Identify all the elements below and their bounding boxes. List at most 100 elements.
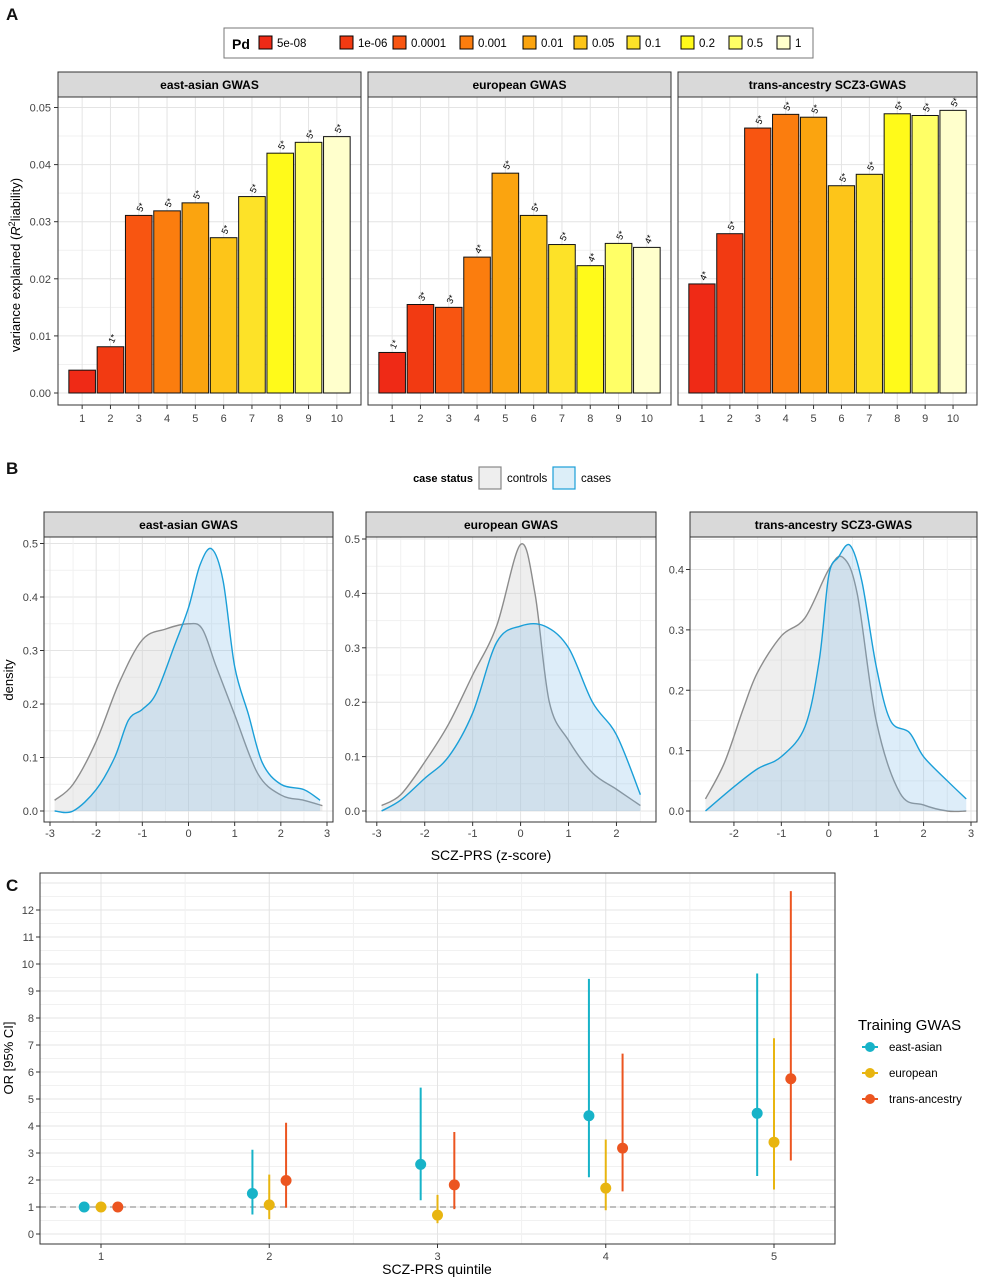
point-european xyxy=(600,1182,612,1194)
y-tick-label: 0.5 xyxy=(23,539,38,551)
ylabel-r: R xyxy=(8,226,23,235)
legend-pd: Pd 5e-08 1e-06 0.0001 0.001 0.01 0.05 0.1 0.2 0.5… xyxy=(223,27,814,59)
legend-key-point xyxy=(865,1068,875,1078)
y-tick-label: 9 xyxy=(28,986,34,998)
bar xyxy=(294,141,323,394)
ylabel-sup: 2 xyxy=(7,221,17,226)
point-european xyxy=(432,1209,443,1221)
ylabel-end: liability) xyxy=(8,178,23,221)
legend-swatch xyxy=(339,35,354,50)
x-tick-label: 4 xyxy=(783,413,789,425)
x-tick-label: 8 xyxy=(894,413,900,425)
plot-border xyxy=(365,536,657,823)
legend-swatch xyxy=(776,35,791,50)
x-tick-label: 5 xyxy=(502,413,508,425)
legend-swatch xyxy=(459,35,474,50)
y-tick-label: 3 xyxy=(28,1148,34,1160)
y-tick-label: 0.5 xyxy=(345,534,360,546)
x-tick-label: 4 xyxy=(603,1251,609,1263)
legend-label: cases xyxy=(581,473,611,485)
y-tick-label: 8 xyxy=(28,1013,34,1025)
y-tick-label: 4 xyxy=(28,1121,34,1133)
bar xyxy=(772,113,800,394)
y-tick-label: 0.3 xyxy=(23,646,38,658)
bar xyxy=(181,202,210,394)
bar xyxy=(323,136,351,394)
point-east-asian xyxy=(583,1110,595,1122)
x-tick-label: 2 xyxy=(266,1251,272,1263)
facet-title: east-asian GWAS xyxy=(160,78,259,92)
bar xyxy=(548,244,576,394)
legend-label: 0.0001 xyxy=(411,38,446,50)
x-tick-label: 3 xyxy=(446,413,452,425)
bar xyxy=(604,242,633,394)
x-tick-label: -2 xyxy=(91,828,101,840)
x-tick-label: 0 xyxy=(185,828,191,840)
ylabel-part: variance explained ( xyxy=(8,235,23,352)
legend-label: 0.05 xyxy=(592,38,614,50)
x-tick-label: 10 xyxy=(331,413,343,425)
bar xyxy=(68,369,96,394)
density-line-cases xyxy=(381,622,642,812)
legend-swatch-cases xyxy=(552,466,576,490)
y-tick-label: 2 xyxy=(28,1175,34,1187)
x-axis-label: SCZ-PRS quintile xyxy=(382,1261,492,1277)
y-tick-label: 1 xyxy=(28,1202,34,1214)
density-area-controls xyxy=(381,543,641,811)
bar xyxy=(463,256,491,394)
density-area-cases xyxy=(54,548,321,813)
y-tick-label: 0.05 xyxy=(30,103,51,115)
facet-title: trans-ancestry SCZ3-GWAS xyxy=(755,518,912,532)
legend-label: 1 xyxy=(795,38,801,50)
x-tick-label: 3 xyxy=(136,413,142,425)
density-area-controls xyxy=(705,556,967,812)
y-tick-label: 0.4 xyxy=(23,592,38,604)
y-tick-label: 7 xyxy=(28,1040,34,1052)
x-tick-label: 2 xyxy=(278,828,284,840)
legend-key-point xyxy=(865,1042,875,1052)
x-tick-label: 0 xyxy=(518,828,524,840)
point-east-asian xyxy=(246,1188,258,1199)
point-european xyxy=(263,1199,275,1211)
bar xyxy=(209,237,238,394)
x-tick-label: 3 xyxy=(968,828,974,840)
facet-title: european GWAS xyxy=(472,78,566,92)
bar xyxy=(883,113,911,394)
y-tick-label: 0.1 xyxy=(23,753,38,765)
legend-swatch xyxy=(728,35,743,50)
y-axis-label: density xyxy=(1,659,16,701)
bar xyxy=(96,346,125,394)
x-tick-label: -3 xyxy=(45,828,55,840)
y-axis-label: variance explained (R2liability) xyxy=(7,178,23,352)
facet-strip xyxy=(689,511,978,538)
density-line-controls xyxy=(54,622,323,807)
point-east-asian xyxy=(415,1158,427,1170)
legend-label: controls xyxy=(507,473,548,485)
facet-b-3: trans-ancestry SCZ3-GWAS -2 -1 0 1 2 3 0.0 0.1 0.… xyxy=(669,511,978,840)
bar xyxy=(406,303,435,394)
y-tick-label: 6 xyxy=(28,1067,34,1079)
x-tick-label: -1 xyxy=(776,828,786,840)
y-tick-label: 0.3 xyxy=(345,643,360,655)
panel-label-b: B xyxy=(6,459,18,478)
y-tick-label: 0.2 xyxy=(345,697,360,709)
point-east-asian xyxy=(751,1107,763,1119)
y-tick-label: 0.03 xyxy=(30,217,51,229)
y-tick-label: 0.1 xyxy=(669,746,684,758)
facet-strip xyxy=(365,511,657,538)
facet-strip xyxy=(367,71,672,98)
legend-swatch xyxy=(522,35,537,50)
point-trans-ancestry xyxy=(617,1142,629,1154)
x-axis-label: SCZ-PRS (z-score) xyxy=(431,847,552,863)
y-tick-label: 0.1 xyxy=(345,752,360,764)
x-tick-label: -1 xyxy=(137,828,147,840)
legend-label: east-asian xyxy=(889,1042,942,1054)
bar xyxy=(576,265,605,394)
bar xyxy=(434,306,463,394)
legend-swatch xyxy=(392,35,407,50)
bar xyxy=(491,172,520,394)
